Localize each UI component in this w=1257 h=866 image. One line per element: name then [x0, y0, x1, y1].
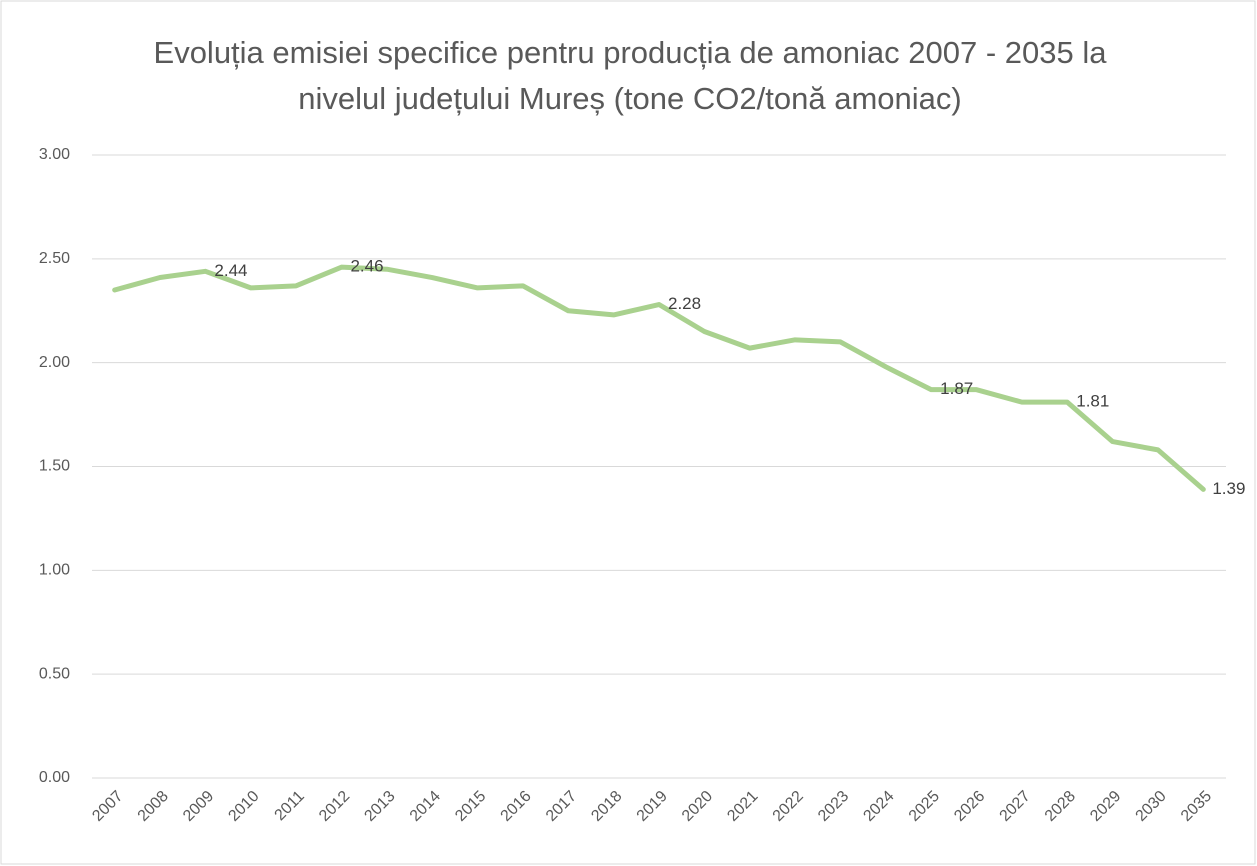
data-label: 1.81 — [1076, 392, 1109, 411]
data-label: 2.28 — [668, 294, 701, 313]
data-label: 1.87 — [940, 379, 973, 398]
y-tick-label: 1.00 — [39, 562, 70, 579]
data-line — [112, 264, 1206, 492]
y-tick-label: 0.00 — [39, 769, 70, 786]
y-tick-label: 1.50 — [39, 458, 70, 475]
y-tick-label: 2.50 — [39, 250, 70, 267]
data-label: 2.44 — [214, 261, 247, 280]
chart-title: Evoluția emisiei specifice pentru produc… — [153, 35, 1107, 116]
data-label: 1.39 — [1212, 479, 1245, 498]
y-tick-label: 0.50 — [39, 665, 70, 682]
data-label: 2.46 — [350, 257, 383, 276]
y-tick-label: 2.00 — [39, 354, 70, 371]
y-tick-label: 3.00 — [39, 146, 70, 163]
